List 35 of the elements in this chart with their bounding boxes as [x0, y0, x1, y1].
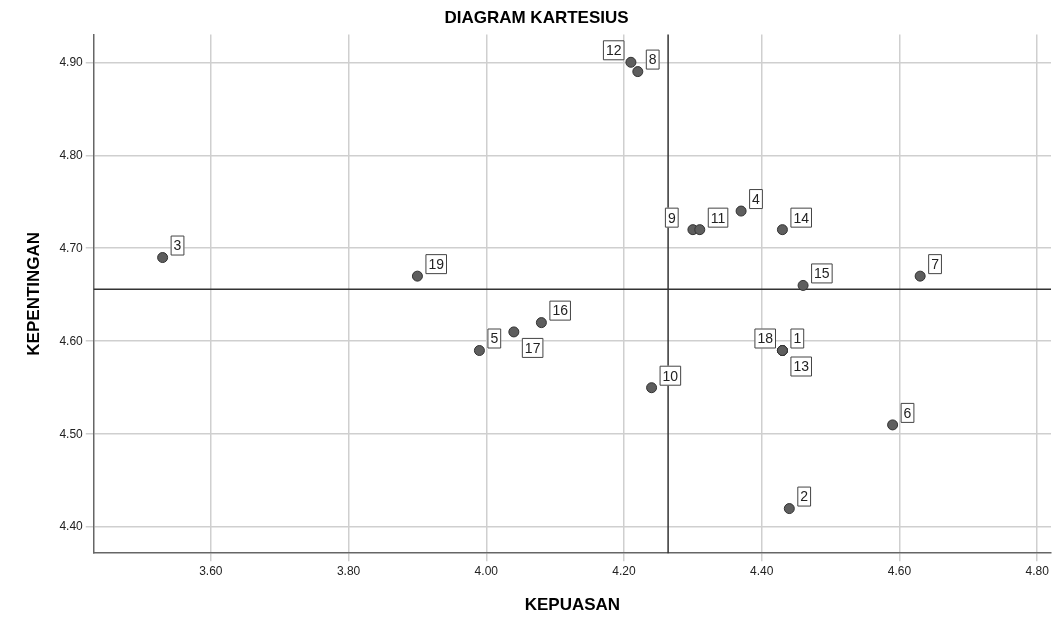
annotation: 15: [814, 265, 830, 282]
annotation: 12: [605, 42, 622, 59]
y-tick-label: 4.50: [59, 426, 84, 441]
y-axis-title: KEPENTINGAN: [23, 231, 43, 356]
annotation: 2: [800, 488, 809, 505]
annotation: 8: [648, 51, 657, 68]
x-tick-label: 4.40: [750, 563, 774, 578]
y-tick-label: 4.70: [59, 240, 84, 255]
y-tick-label: 4.90: [59, 54, 84, 69]
annotation: 11: [710, 209, 726, 226]
x-tick-label: 4.80: [1025, 563, 1050, 578]
y-tick-label: 4.60: [59, 333, 84, 348]
annotation: 18: [757, 330, 774, 347]
annotation: 6: [903, 404, 912, 421]
y-tick-label: 4.80: [59, 147, 84, 162]
x-axis-title: KEPUASAN: [524, 595, 621, 615]
annotation: 17: [524, 339, 541, 356]
x-tick-label: 4.20: [612, 563, 637, 578]
annotation: 5: [490, 330, 499, 347]
annotation: 7: [931, 255, 940, 272]
annotation: 16: [552, 302, 569, 319]
annotation: 4: [752, 190, 761, 207]
annotation: 9: [667, 209, 676, 226]
x-tick-label: 4.00: [474, 563, 499, 578]
x-tick-label: 3.60: [199, 563, 223, 578]
x-tick-label: 3.80: [336, 563, 361, 578]
annotation: 3: [173, 237, 182, 254]
annotation: 10: [662, 367, 679, 384]
annotation: 1: [793, 330, 802, 347]
chart-title: DIAGRAM KARTESIUS: [444, 7, 629, 27]
annotation: 14: [793, 209, 810, 226]
x-tick-label: 4.60: [887, 563, 912, 578]
annotation: 19: [428, 255, 445, 272]
annotation: 13: [793, 358, 810, 375]
y-tick-label: 4.40: [59, 519, 84, 534]
